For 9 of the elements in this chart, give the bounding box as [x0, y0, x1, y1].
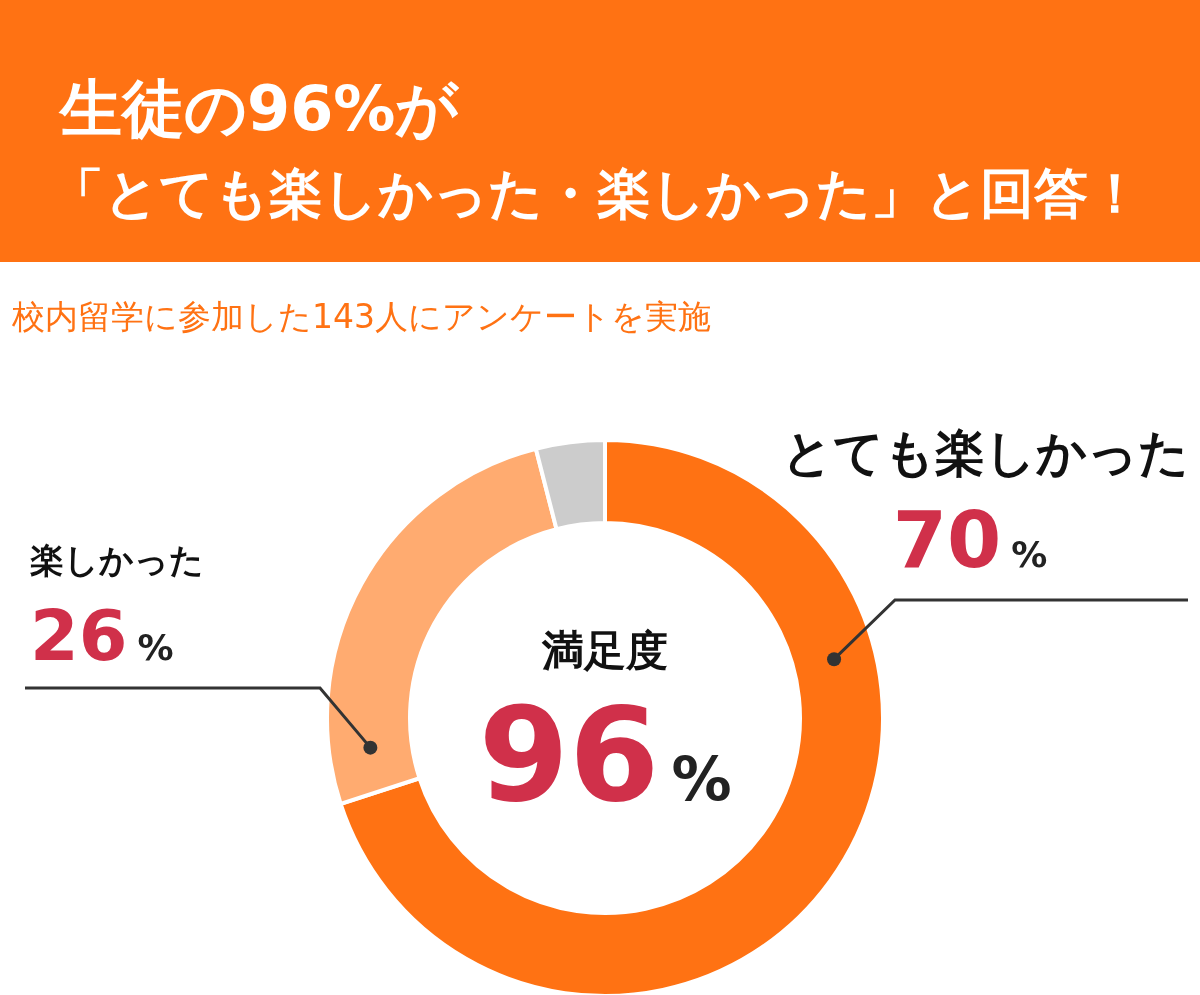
text: 96%	[478, 679, 732, 831]
text: 校内留学に参加した143人にアンケートを実施	[11, 297, 711, 336]
slice-label: 楽しかった	[30, 540, 204, 580]
text: 満足度	[541, 626, 668, 675]
chart-title: 生徒の96%が	[58, 72, 461, 145]
chart-subtitle: 「とても楽しかった・楽しかった」と回答！	[50, 162, 1142, 225]
data-label: 70%	[892, 495, 1048, 585]
slice-label: とても楽しかった	[781, 424, 1189, 482]
data-label: 26%	[30, 595, 174, 677]
